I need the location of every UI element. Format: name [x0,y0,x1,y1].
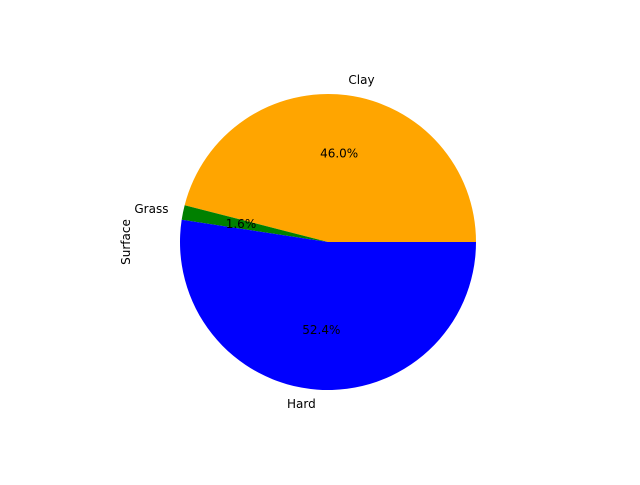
pie-value-label: 52.4% [302,323,340,337]
pie-value-label: 1.6% [226,217,257,231]
pie-labels: Clay 46.0% Grass 1.6% Hard 52.4% [134,73,374,411]
pie-category-label: Grass [134,202,168,216]
pie-category-label: Hard [287,397,316,411]
pie-slice-grass [181,205,328,242]
pie-slices [180,93,477,390]
pie-slice-clay [184,93,476,242]
pie-value-label: 46.0% [320,146,358,160]
pie-category-label: Clay [348,73,374,87]
y-axis-label: Surface [119,219,133,265]
pie-slice-hard [180,219,477,390]
